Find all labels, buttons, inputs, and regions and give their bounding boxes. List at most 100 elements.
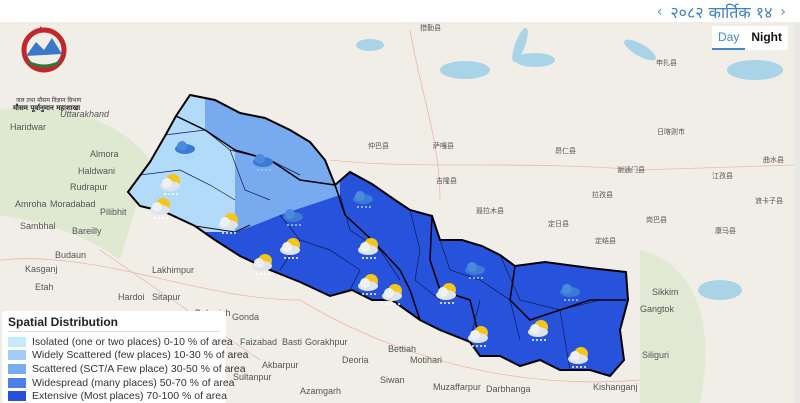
- map-label: Pilibhit: [100, 207, 127, 217]
- map-label: Moradabad: [50, 199, 96, 209]
- map-label: Kishanganj: [593, 382, 638, 392]
- map-label: Haldwani: [78, 166, 115, 176]
- map-label: 措勤县: [420, 23, 441, 32]
- date-navigator: ‹ २०८२ कार्तिक १४ ›: [657, 1, 786, 23]
- chevron-right-icon[interactable]: ›: [780, 4, 786, 20]
- rain-cloud-icon: [465, 262, 485, 279]
- map-label: Sambhal: [20, 221, 56, 231]
- map-label: 聂拉木县: [476, 206, 504, 215]
- map-label: Muzaffarpur: [433, 382, 481, 392]
- map-label: Lakhimpur: [152, 265, 194, 275]
- legend: Spatial Distribution Isolated (one or tw…: [2, 311, 249, 403]
- map-label: Hardoi: [118, 292, 145, 302]
- night-tab[interactable]: Night: [751, 30, 782, 44]
- scrollbar[interactable]: [794, 22, 800, 403]
- legend-label: Extensive (Most places) 70-100 % of area: [32, 390, 227, 403]
- legend-item: Widespread (many places) 50-70 % of area: [8, 376, 235, 390]
- map-label: Sikkim: [652, 287, 679, 297]
- map-label: 昂仁县: [555, 146, 576, 155]
- map-label: Bettiah: [388, 344, 416, 354]
- top-bar: ‹ २०८२ कार्तिक १४ ›: [0, 0, 800, 22]
- rain-cloud-icon: [353, 191, 373, 208]
- legend-title: Spatial Distribution: [8, 315, 220, 332]
- sun-rain-cloud-icon: [280, 238, 300, 259]
- district-borders: [139, 129, 601, 371]
- sun-rain-cloud-icon: [358, 238, 378, 259]
- map-label: Amroha: [15, 199, 47, 209]
- map-label: Bareilly: [72, 226, 102, 236]
- weather-icons: [150, 141, 588, 368]
- legend-item: Isolated (one or two places) 0-10 % of a…: [8, 335, 233, 349]
- map-label: Faizabad: [240, 337, 277, 347]
- map-label: Siwan: [380, 375, 405, 385]
- map-label: Budaun: [55, 250, 86, 260]
- map-label: Gangtok: [640, 304, 675, 314]
- legend-item: Extensive (Most places) 70-100 % of area: [8, 389, 227, 403]
- rain-cloud-icon: [253, 154, 273, 171]
- map-label: Almora: [90, 149, 119, 159]
- logo-line1: जल तथा मौसम विज्ञान विभाग: [16, 97, 82, 104]
- map-label: Sitapur: [152, 292, 181, 302]
- map-label: Etah: [35, 282, 54, 292]
- legend-label: Isolated (one or two places) 0-10 % of a…: [32, 335, 233, 348]
- sun-cloud-icon: [150, 198, 170, 219]
- map-label: Akbarpur: [262, 360, 299, 370]
- sun-rain-cloud-icon: [568, 347, 588, 368]
- map-label: Sultanpur: [233, 372, 272, 382]
- map-label: Basti: [282, 337, 302, 347]
- legend-swatch: [8, 363, 26, 374]
- legend-swatch: [8, 336, 26, 347]
- map-label: Rudrapur: [70, 182, 108, 192]
- sun-rain-cloud-icon: [252, 254, 272, 275]
- sun-rain-cloud-icon: [528, 320, 548, 341]
- map-label: Kasganj: [25, 264, 58, 274]
- legend-label: Widely Scattered (few places) 10-30 % of…: [32, 349, 249, 362]
- weather-map[interactable]: Uttarakhand Haridwar Almora Haldwani Rudrapu…: [0, 22, 794, 403]
- map-label: 岗巴县: [646, 216, 667, 224]
- legend-label: Widespread (many places) 50-70 % of area: [32, 376, 235, 389]
- sun-rain-cloud-icon: [358, 274, 378, 295]
- sun-rain-cloud-icon: [468, 326, 488, 347]
- sun-rain-cloud-icon: [382, 284, 402, 305]
- map-label: Deoria: [342, 355, 369, 365]
- legend-label: Scattered (SCT/A Few place) 30-50 % of a…: [32, 362, 246, 375]
- rain-cloud-icon: [175, 141, 195, 158]
- map-label: Gonda: [232, 312, 259, 322]
- terrain-green: [640, 250, 706, 403]
- map-label: 浪卡子县: [755, 196, 783, 205]
- map-label: 康马县: [715, 226, 736, 235]
- roads: [0, 29, 794, 383]
- map-label: Haridwar: [10, 122, 46, 132]
- map-label: Darbhanga: [486, 384, 531, 394]
- map-label: 曲水县: [763, 155, 784, 164]
- province-borders: [175, 115, 626, 341]
- legend-swatch: [8, 391, 26, 402]
- map-label: 定日县: [548, 219, 569, 228]
- day-tab[interactable]: Day: [712, 26, 746, 50]
- map-label: 江孜县: [712, 171, 733, 180]
- sun-cloud-icon: [160, 174, 180, 195]
- date-label: २०८२ कार्तिक १४: [670, 3, 773, 22]
- legend-item: Widely Scattered (few places) 10-30 % of…: [8, 349, 249, 363]
- legend-item: Scattered (SCT/A Few place) 30-50 % of a…: [8, 362, 246, 376]
- terrain-green: [0, 107, 150, 260]
- day-night-toggle: Day Night: [712, 26, 788, 50]
- rain-cloud-icon: [560, 284, 580, 301]
- sun-rain-cloud-icon: [436, 283, 456, 304]
- map-label: Motihari: [410, 355, 442, 365]
- map-label: Azamgarh: [300, 386, 341, 396]
- rain-cloud-icon: [283, 209, 303, 226]
- map-label: 日喀则市: [657, 127, 685, 136]
- government-emblem-logo: जल तथा मौसम विज्ञान विभाग मौसम पूर्वानुम…: [6, 24, 86, 112]
- chevron-left-icon[interactable]: ‹: [656, 4, 663, 20]
- map-label: 仲巴县: [368, 141, 389, 150]
- map-label: Uttarakhand: [60, 109, 110, 119]
- map-label: Gorakhpur: [305, 337, 348, 347]
- map-label: Siliguri: [642, 350, 669, 360]
- map-label: 谢通门县: [617, 165, 645, 174]
- map-label: 萨嘎县: [433, 141, 454, 150]
- legend-swatch: [8, 377, 26, 388]
- legend-swatch: [8, 350, 26, 361]
- sun-cloud-icon: [218, 213, 238, 234]
- map-label: 吉隆县: [436, 176, 457, 185]
